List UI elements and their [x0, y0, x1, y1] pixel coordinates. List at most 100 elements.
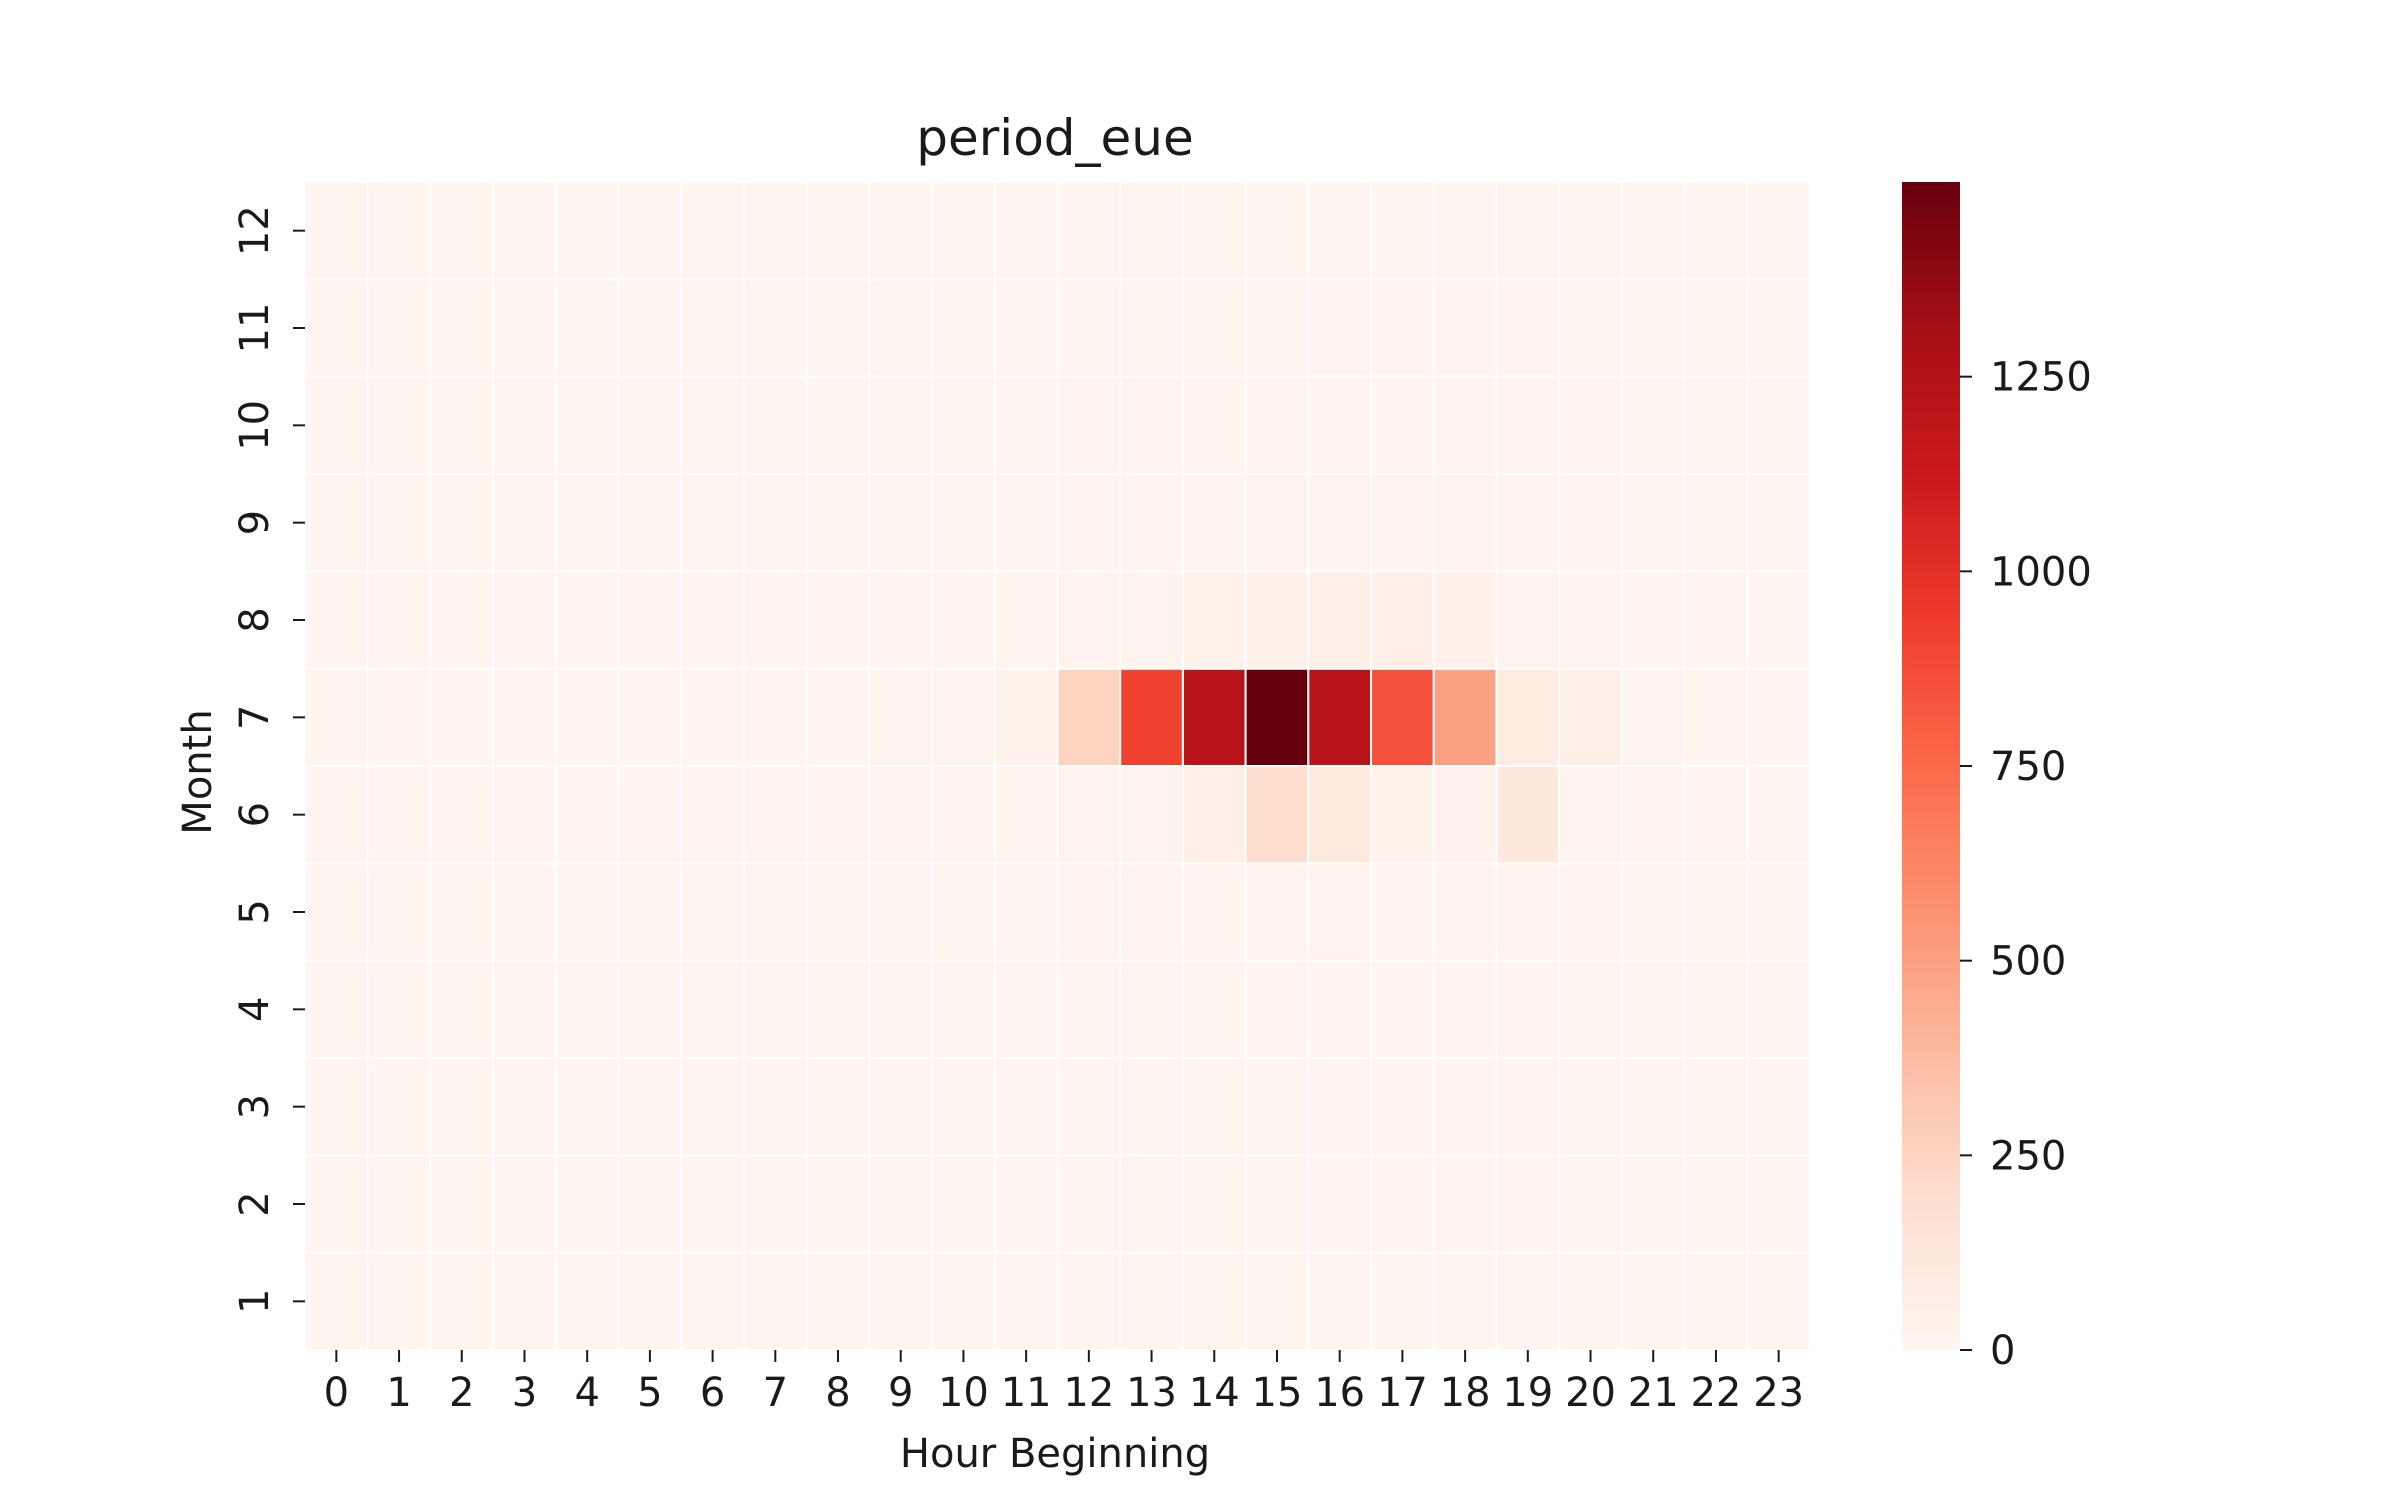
heatmap-cell	[1181, 1154, 1247, 1254]
heatmap-cell	[1181, 375, 1247, 475]
x-tick-label: 16	[1314, 1370, 1365, 1416]
heatmap-cell	[1683, 473, 1749, 573]
heatmap-cell	[805, 181, 871, 281]
heatmap-cell	[1244, 1154, 1310, 1254]
heatmap-cell	[1056, 667, 1122, 768]
heatmap-cell	[1370, 181, 1435, 281]
heatmap-cell	[1119, 1057, 1184, 1157]
heatmap-cell	[1432, 959, 1498, 1060]
y-tick-label: 8	[232, 607, 278, 632]
heatmap-cell	[680, 473, 745, 573]
heatmap-cell	[1620, 181, 1686, 281]
heatmap-cell	[1119, 181, 1184, 281]
heatmap-cells	[304, 181, 1811, 1351]
heatmap-cell	[554, 1251, 620, 1351]
heatmap-cell	[1620, 667, 1686, 768]
heatmap-cell	[1056, 375, 1122, 475]
heatmap-cell	[993, 278, 1059, 378]
heatmap-cell	[931, 862, 996, 962]
heatmap-cell	[1495, 959, 1561, 1060]
heatmap-cell	[868, 1057, 934, 1157]
x-tick-label: 19	[1502, 1370, 1553, 1416]
heatmap-cell	[1558, 1057, 1623, 1157]
heatmap-cell	[492, 278, 557, 378]
heatmap-cell	[1746, 570, 1811, 670]
heatmap-cell	[680, 1251, 745, 1351]
heatmap-cell	[1370, 278, 1435, 378]
heatmap-cell	[1307, 667, 1373, 768]
heatmap-cell	[1244, 181, 1310, 281]
heatmap-cell	[1558, 765, 1623, 865]
heatmap-cell	[742, 181, 808, 281]
heatmap-cell	[492, 181, 557, 281]
heatmap-cell	[1119, 765, 1184, 865]
heatmap-cell	[1119, 375, 1184, 475]
heatmap-cell	[1746, 1057, 1811, 1157]
heatmap-cell	[1683, 667, 1749, 768]
heatmap-cell	[868, 862, 934, 962]
y-tick-label: 7	[232, 705, 278, 730]
x-tick-label: 17	[1377, 1370, 1428, 1416]
heatmap-cell	[1119, 570, 1184, 670]
y-tick-label: 10	[232, 400, 278, 451]
x-axis-label: Hour Beginning	[900, 1431, 1210, 1477]
heatmap-cell	[1495, 278, 1561, 378]
heatmap-cell	[554, 765, 620, 865]
heatmap-cell	[366, 473, 432, 573]
heatmap-cell	[429, 1154, 495, 1254]
heatmap-cell	[617, 1251, 683, 1351]
heatmap-cell	[742, 278, 808, 378]
heatmap-cell	[1495, 667, 1561, 768]
heatmap-cell	[429, 862, 495, 962]
chart-title: period_eue	[916, 109, 1194, 167]
heatmap-cell	[680, 959, 745, 1060]
x-tick-label: 1	[386, 1370, 411, 1416]
heatmap-cell	[554, 473, 620, 573]
x-tick-label: 5	[637, 1370, 662, 1416]
heatmap-cell	[1181, 473, 1247, 573]
heatmap-cell	[868, 278, 934, 378]
x-tick-label: 9	[888, 1370, 913, 1416]
heatmap-cell	[1181, 959, 1247, 1060]
x-tick-label: 21	[1628, 1370, 1679, 1416]
heatmap-cell	[805, 375, 871, 475]
heatmap-cell	[1620, 1251, 1686, 1351]
heatmap-cell	[742, 1251, 808, 1351]
heatmap-cell	[366, 278, 432, 378]
heatmap-cell	[304, 765, 369, 865]
heatmap-cell	[492, 862, 557, 962]
heatmap-cell	[1056, 959, 1122, 1060]
heatmap-cell	[1181, 570, 1247, 670]
x-tick-label: 4	[574, 1370, 599, 1416]
heatmap-cell	[993, 1251, 1059, 1351]
heatmap-cell	[1056, 1251, 1122, 1351]
heatmap-cell	[868, 1154, 934, 1254]
heatmap-cell	[993, 862, 1059, 962]
heatmap-cell	[1746, 1251, 1811, 1351]
heatmap-cell	[1181, 1251, 1247, 1351]
heatmap-cell	[304, 375, 369, 475]
heatmap-cell	[931, 278, 996, 378]
heatmap-cell	[868, 473, 934, 573]
heatmap-cell	[931, 765, 996, 865]
heatmap-cell	[931, 959, 996, 1060]
heatmap-cell	[304, 1057, 369, 1157]
colorbar-ticks: 0 250 500 750 1000 1250	[1960, 355, 2092, 1374]
heatmap-cell	[429, 765, 495, 865]
heatmap-cell	[1370, 765, 1435, 865]
heatmap-cell	[492, 959, 557, 1060]
heatmap-cell	[868, 667, 934, 768]
heatmap-cell	[1495, 375, 1561, 475]
heatmap-cell	[1370, 1154, 1435, 1254]
heatmap-cell	[1181, 181, 1247, 281]
y-tick-label: 9	[232, 510, 278, 535]
heatmap-cell	[554, 278, 620, 378]
y-tick-label: 4	[232, 997, 278, 1022]
heatmap-cell	[1746, 862, 1811, 962]
heatmap-cell	[680, 765, 745, 865]
heatmap-cell	[304, 1154, 369, 1254]
heatmap-cell	[1746, 959, 1811, 1060]
heatmap-cell	[1181, 862, 1247, 962]
